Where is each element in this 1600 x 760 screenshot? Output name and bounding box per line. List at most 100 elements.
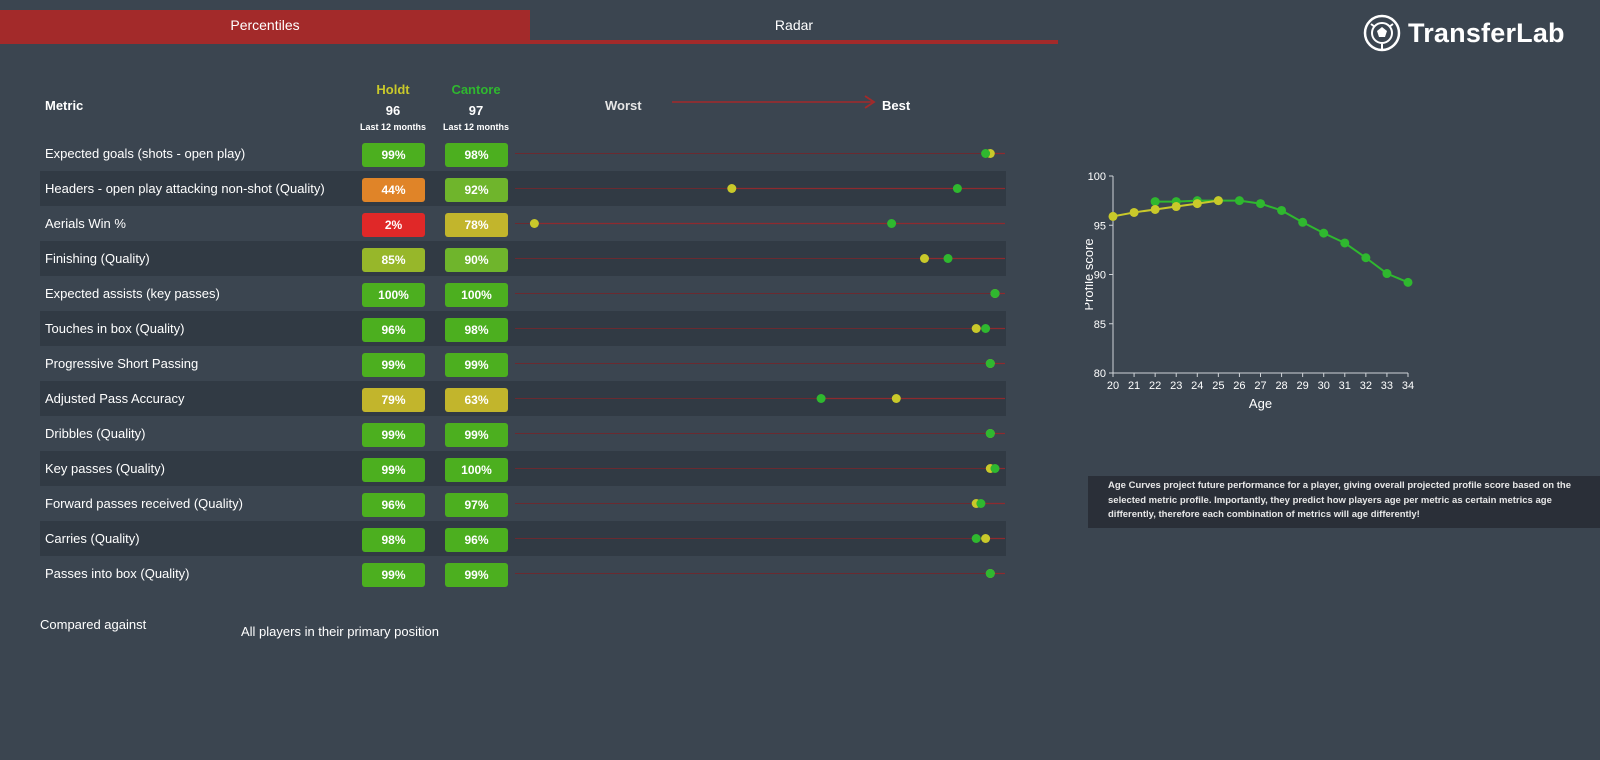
player1-percentile-badge: 99% xyxy=(362,563,425,587)
percentile-track xyxy=(515,451,1005,486)
player2-marker xyxy=(981,324,991,333)
table-header: Metric Holdt 96 Last 12 months Cantore 9… xyxy=(40,78,1006,136)
player1-percentile-badge: 2% xyxy=(362,213,425,237)
percentile-track xyxy=(515,556,1005,591)
series-point-cantore xyxy=(1340,238,1350,248)
player2-percentile-badge: 98% xyxy=(445,143,508,167)
player2-marker xyxy=(985,359,995,368)
metric-label: Headers - open play attacking non-shot (… xyxy=(45,181,325,196)
metric-label: Expected assists (key passes) xyxy=(45,286,220,301)
player1-marker xyxy=(891,394,901,403)
player2-marker xyxy=(985,429,995,438)
percentile-track xyxy=(515,311,1005,346)
table-row: Finishing (Quality) 85% 90% xyxy=(40,241,1006,276)
x-tick-label: 33 xyxy=(1381,380,1393,392)
series-point-holdt xyxy=(1108,211,1118,221)
player1-percentile-badge: 98% xyxy=(362,528,425,552)
table-row: Expected goals (shots - open play) 99% 98% xyxy=(40,136,1006,171)
metric-label: Key passes (Quality) xyxy=(45,461,165,476)
percentile-track xyxy=(515,486,1005,521)
player1-percentile-badge: 99% xyxy=(362,353,425,377)
tab-radar[interactable]: Radar xyxy=(774,17,814,33)
player2-marker xyxy=(887,219,897,228)
x-tick-label: 29 xyxy=(1297,380,1309,392)
player2-percentile-badge: 98% xyxy=(445,318,508,342)
tab-underline xyxy=(0,40,1058,44)
player2-percentile-badge: 96% xyxy=(445,528,508,552)
metric-label: Carries (Quality) xyxy=(45,531,140,546)
player1-marker xyxy=(981,534,991,543)
player2-percentile-badge: 99% xyxy=(445,353,508,377)
series-point-cantore xyxy=(1256,199,1265,209)
table-row: Dribbles (Quality) 99% 99% xyxy=(40,416,1006,451)
series-point-holdt xyxy=(1150,204,1160,214)
x-tick-label: 21 xyxy=(1128,380,1140,392)
percentile-track xyxy=(515,136,1005,171)
player1-marker xyxy=(920,254,929,263)
player2-percentile-badge: 90% xyxy=(445,248,508,272)
tab-bar: Percentiles Radar xyxy=(0,10,1058,44)
player2-percentile-badge: 92% xyxy=(445,178,508,202)
series-point-cantore xyxy=(1277,205,1287,215)
series-point-holdt xyxy=(1213,196,1223,206)
player1-percentile-badge: 100% xyxy=(362,283,425,307)
y-axis-label: Profile score xyxy=(1085,238,1096,310)
table-row: Touches in box (Quality) 96% 98% xyxy=(40,311,1006,346)
x-tick-label: 28 xyxy=(1275,380,1287,392)
table-row: Carries (Quality) 98% 96% xyxy=(40,521,1006,556)
percentile-track xyxy=(515,521,1005,556)
percentile-track xyxy=(515,416,1005,451)
series-point-cantore xyxy=(1403,277,1413,287)
metric-label: Progressive Short Passing xyxy=(45,356,199,371)
player1-marker xyxy=(971,324,981,333)
player1-marker xyxy=(727,184,737,193)
metric-rows: Expected goals (shots - open play) 99% 98%… xyxy=(40,136,1006,591)
player2-marker xyxy=(943,254,953,263)
metric-label: Expected goals (shots - open play) xyxy=(45,146,246,161)
x-tick-label: 23 xyxy=(1170,380,1182,392)
x-tick-label: 24 xyxy=(1191,380,1203,392)
tab-percentiles[interactable]: Percentiles xyxy=(0,10,530,40)
transferlab-logo: TransferLab xyxy=(1362,10,1565,56)
x-tick-label: 31 xyxy=(1339,380,1351,392)
x-tick-label: 20 xyxy=(1107,380,1119,392)
player2-marker xyxy=(985,569,995,578)
y-tick-label: 90 xyxy=(1094,270,1106,282)
table-row: Expected assists (key passes) 100% 100% xyxy=(40,276,1006,311)
series-point-cantore xyxy=(1150,197,1160,207)
player2-marker xyxy=(816,394,826,403)
player2-percentile-badge: 97% xyxy=(445,493,508,517)
x-tick-label: 34 xyxy=(1402,380,1414,392)
football-icon xyxy=(1363,14,1401,52)
player2-percentile-badge: 99% xyxy=(445,423,508,447)
player2-marker xyxy=(981,149,991,158)
table-row: Adjusted Pass Accuracy 79% 63% xyxy=(40,381,1006,416)
age-curve-note: Age Curves project future performance fo… xyxy=(1088,476,1600,528)
table-row: Passes into box (Quality) 99% 99% xyxy=(40,556,1006,591)
player2-marker xyxy=(976,499,986,508)
x-tick-label: 32 xyxy=(1360,380,1372,392)
table-row: Headers - open play attacking non-shot (… xyxy=(40,171,1006,206)
player1-percentile-badge: 99% xyxy=(362,458,425,482)
x-axis-label: Age xyxy=(1249,396,1272,411)
series-point-cantore xyxy=(1234,196,1244,206)
player1-percentile-badge: 85% xyxy=(362,248,425,272)
metric-label: Passes into box (Quality) xyxy=(45,566,190,581)
table-row: Aerials Win % 2% 78% xyxy=(40,206,1006,241)
percentile-track xyxy=(515,241,1005,276)
x-tick-label: 25 xyxy=(1212,380,1224,392)
player1-percentile-badge: 79% xyxy=(362,388,425,412)
player1-percentile-badge: 99% xyxy=(362,143,425,167)
player1-name: Holdt xyxy=(376,82,410,97)
y-tick-label: 100 xyxy=(1088,171,1106,183)
compared-against-label: Compared against xyxy=(40,617,147,632)
series-point-holdt xyxy=(1171,202,1181,212)
player1-marker xyxy=(529,219,539,228)
player1-percentile-badge: 96% xyxy=(362,318,425,342)
percentiles-table: Metric Holdt 96 Last 12 months Cantore 9… xyxy=(40,78,1006,591)
metric-label: Forward passes received (Quality) xyxy=(45,496,243,511)
player1-header: Holdt 96 Last 12 months xyxy=(353,82,433,132)
player2-marker xyxy=(952,184,962,193)
percentile-track xyxy=(515,381,1005,416)
series-line-holdt xyxy=(1112,199,1219,218)
